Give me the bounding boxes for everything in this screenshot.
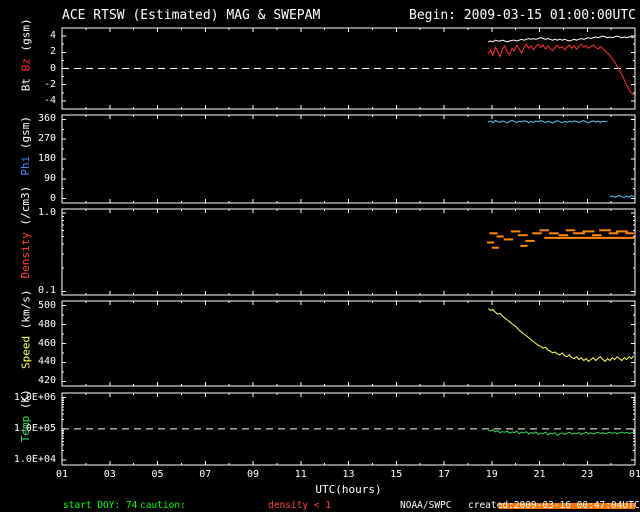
phi-panel-frame: [62, 115, 635, 203]
axis-label-part: Phi: [19, 149, 32, 176]
phi-high-trace: [488, 120, 607, 123]
status-caution-value: density < 1: [268, 500, 331, 511]
density-axis-label: Density (/cm3): [5, 199, 19, 305]
temp-axis-label: Temp (K): [5, 383, 19, 475]
status-start-doy: start DOY: 74: [63, 500, 137, 511]
plot-title: ACE RTSW (Estimated) MAG & SWEPAM: [62, 8, 320, 23]
axis-label-part: Bt: [20, 71, 33, 91]
speed-panel-frame: [62, 301, 635, 386]
x-axis-title: UTC(hours): [62, 483, 635, 496]
density-panel-frame: [62, 209, 635, 295]
axis-label-part: (gsm): [20, 18, 33, 51]
axis-label-part: Bz: [20, 51, 33, 71]
bt-bz-axis-label: Bt Bz (gsm): [6, 18, 20, 119]
axis-label-part: Speed: [20, 329, 33, 369]
temp-trace: [488, 430, 634, 436]
axis-label-part: (km/s): [20, 290, 33, 330]
status-caution-label: caution:: [140, 500, 186, 511]
bz-trace: [488, 44, 634, 95]
axis-label-part: (gsm): [19, 116, 32, 149]
ace-rtsw-plot: ACE RTSW (Estimated) MAG & SWEPAM Begin:…: [0, 0, 640, 512]
phi-axis-label: Phi (gsm): [5, 105, 19, 213]
status-agency: NOAA/SWPC: [400, 500, 451, 511]
axis-label-part: (/cm3): [19, 186, 32, 226]
begin-timestamp: Begin: 2009-03-15 01:00:00UTC: [409, 8, 636, 23]
plot-canvas: [0, 0, 640, 512]
bt-trace: [488, 36, 634, 42]
phi-low-trace: [610, 196, 634, 198]
axis-label-part: (K): [19, 389, 32, 409]
axis-label-part: Temp: [19, 409, 32, 442]
speed-trace: [488, 309, 634, 362]
speed-axis-label: Speed (km/s): [6, 291, 20, 396]
status-created: created:2009-03-16 00:47:04UTC: [468, 500, 640, 511]
axis-label-part: Density: [19, 226, 32, 279]
